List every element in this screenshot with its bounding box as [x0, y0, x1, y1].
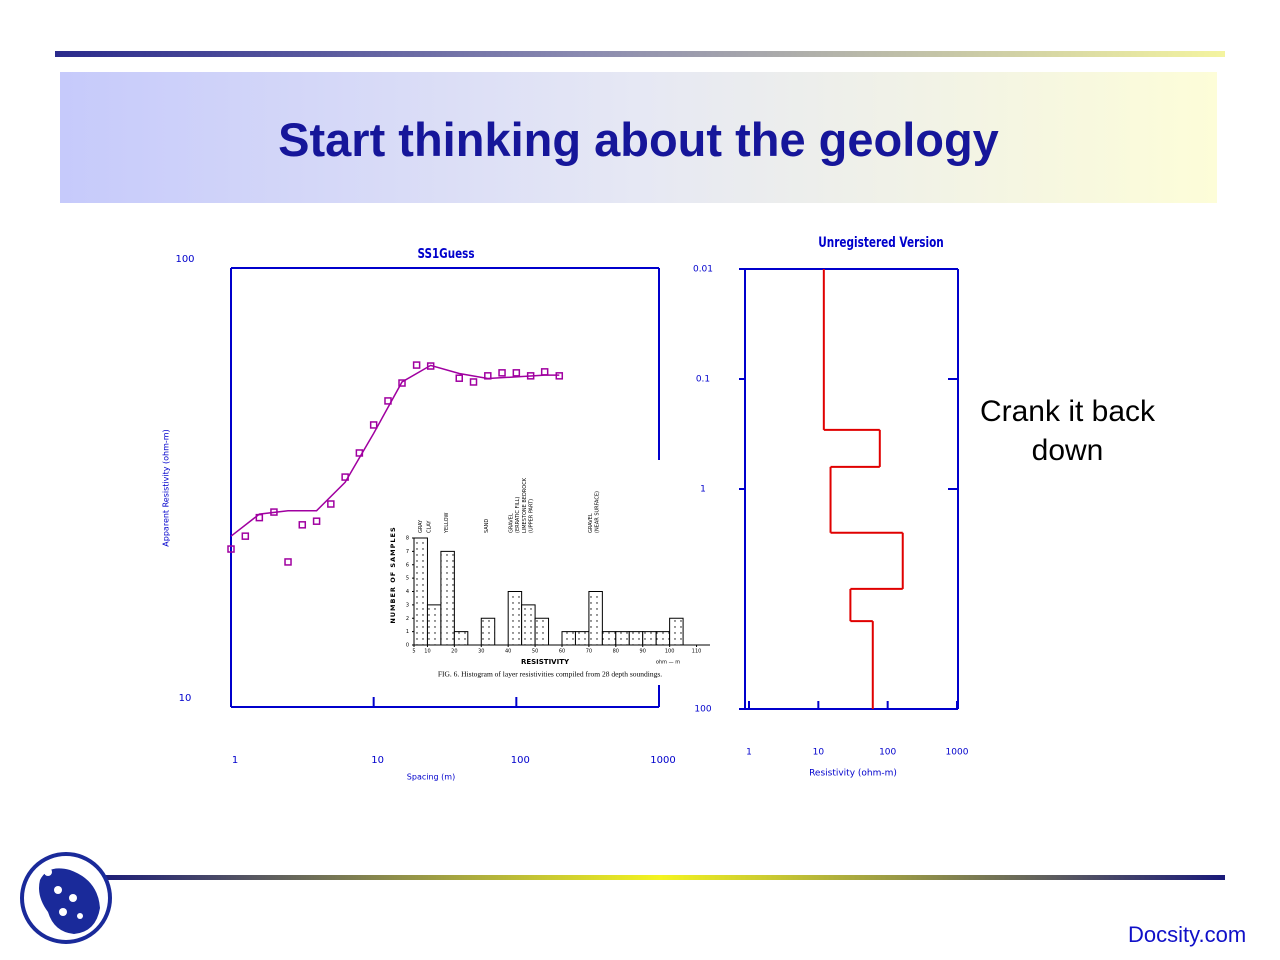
- histogram-bar: [453, 631, 469, 646]
- top-rule: [55, 51, 1225, 57]
- histogram-bar: [426, 604, 442, 646]
- data-point: [298, 521, 307, 529]
- histogram-bar: [628, 631, 644, 646]
- y-tick-label: 0.1: [696, 375, 710, 385]
- histogram-bar: [601, 631, 617, 646]
- y-tick-label: 0.01: [693, 265, 713, 275]
- data-point: [412, 361, 421, 369]
- y-tick-label: 100: [175, 254, 194, 265]
- y-tick-label: 1: [406, 629, 409, 635]
- data-point: [498, 369, 506, 377]
- side-note: Crank it back down: [979, 395, 1156, 467]
- unit-label: ohm — m: [656, 660, 680, 666]
- histogram-bar: [642, 631, 657, 646]
- x-tick-label: 70: [586, 649, 592, 655]
- histogram-bar: [521, 604, 536, 646]
- x-tick-label: 1000: [946, 748, 969, 758]
- x-tick-label: 10: [371, 755, 384, 766]
- annotation: GRAVEL: [588, 513, 594, 533]
- data-point: [369, 421, 378, 429]
- histogram-bar: [507, 591, 523, 646]
- y-tick-label: 100: [694, 705, 711, 715]
- x-axis-label: RESISTIVITY: [521, 658, 570, 666]
- layer-model-chart: Unregistered Version Resistivity (ohm-m) 1…: [693, 235, 969, 779]
- logo: [20, 852, 112, 944]
- x-axis-label: Resistivity (ohm-m): [809, 769, 897, 779]
- footer-link[interactable]: Docsity.com: [1128, 922, 1247, 947]
- annotation: LIMESTONE BEDROCK: [522, 477, 528, 533]
- x-tick-label: 80: [613, 649, 619, 655]
- annotation: YELLOW: [444, 512, 450, 534]
- histogram-bar: [413, 537, 428, 646]
- data-point: [241, 532, 250, 540]
- histogram-bar: [615, 631, 630, 646]
- annotation: GRAVEL: [508, 513, 514, 533]
- histogram-bar: [534, 617, 550, 646]
- histogram-bar: [669, 617, 684, 646]
- x-tick-label: 20: [451, 649, 457, 655]
- y-tick-label: 2: [406, 616, 409, 622]
- bottom-rule: [95, 875, 1225, 880]
- x-tick-label: 50: [532, 649, 538, 655]
- annotation: CLAY: [426, 520, 432, 533]
- y-tick-label: 10: [179, 693, 192, 704]
- x-tick-label: 1: [232, 755, 238, 766]
- y-tick-label: 7: [406, 549, 409, 555]
- x-tick-label: 100: [511, 755, 530, 766]
- x-tick-label: 110: [692, 649, 702, 655]
- y-tick-label: 4: [406, 589, 409, 595]
- slide-title: Start thinking about the geology: [278, 113, 999, 166]
- x-tick-label: 10: [424, 649, 430, 655]
- y-axis-label: Apparent Resistivity (ohm-m): [162, 429, 171, 546]
- histogram-bar: [588, 591, 603, 646]
- inset-background: [380, 460, 715, 685]
- y-tick-label: 8: [406, 536, 409, 542]
- annotation: (ERRATIC FILL): [515, 497, 521, 533]
- y-tick-label: 0: [406, 643, 409, 649]
- chart-title: Unregistered Version: [818, 235, 944, 251]
- data-point: [398, 379, 406, 387]
- histogram-bar: [561, 631, 576, 646]
- x-tick-label: 30: [478, 649, 484, 655]
- x-tick-label: 1: [746, 748, 752, 758]
- x-tick-label: 100: [665, 649, 675, 655]
- histogram-bar: [574, 631, 590, 646]
- model-curve: [230, 364, 560, 537]
- y-tick-label: 5: [406, 576, 409, 582]
- annotation: (UPPER PART): [529, 499, 535, 533]
- data-point: [312, 517, 321, 525]
- data-point: [327, 500, 335, 508]
- annotation: (NEAR SURFACE): [594, 491, 600, 533]
- y-axis-label: NUMBER OF SAMPLES: [389, 526, 397, 623]
- histogram-bar: [655, 631, 671, 646]
- x-tick-label: 60: [559, 649, 565, 655]
- y-tick-label: 1: [700, 485, 706, 495]
- data-point: [284, 558, 292, 566]
- x-tick-label: 100: [879, 748, 896, 758]
- y-tick-label: 3: [406, 602, 409, 608]
- data-point: [455, 374, 463, 382]
- x-tick-label: 5: [412, 649, 415, 655]
- data-point: [540, 368, 549, 376]
- title-banner: Start thinking about the geology: [60, 72, 1217, 203]
- x-tick-label: 40: [505, 649, 511, 655]
- histogram-bar: [480, 617, 496, 646]
- data-point: [227, 545, 235, 553]
- data-point: [512, 369, 521, 377]
- histogram-inset: 5 10 20 30 40 50 60 70 80 90 100 110 0 1 2 3 4 5 6 7 8 RESIST…: [389, 477, 710, 679]
- caption: FIG. 6. Histogram of layer resistivities…: [438, 670, 662, 679]
- y-tick-label: 6: [406, 562, 409, 568]
- annotation: SAND: [484, 519, 490, 533]
- x-tick-label: 10: [813, 748, 825, 758]
- annotation: GRAY: [418, 519, 424, 533]
- data-point: [469, 378, 478, 386]
- x-tick-label: 90: [640, 649, 646, 655]
- chart-title: SS1Guess: [417, 246, 474, 261]
- histogram-bar: [440, 550, 455, 646]
- x-axis-label: Spacing (m): [407, 773, 455, 782]
- x-tick-label: 1000: [650, 755, 675, 766]
